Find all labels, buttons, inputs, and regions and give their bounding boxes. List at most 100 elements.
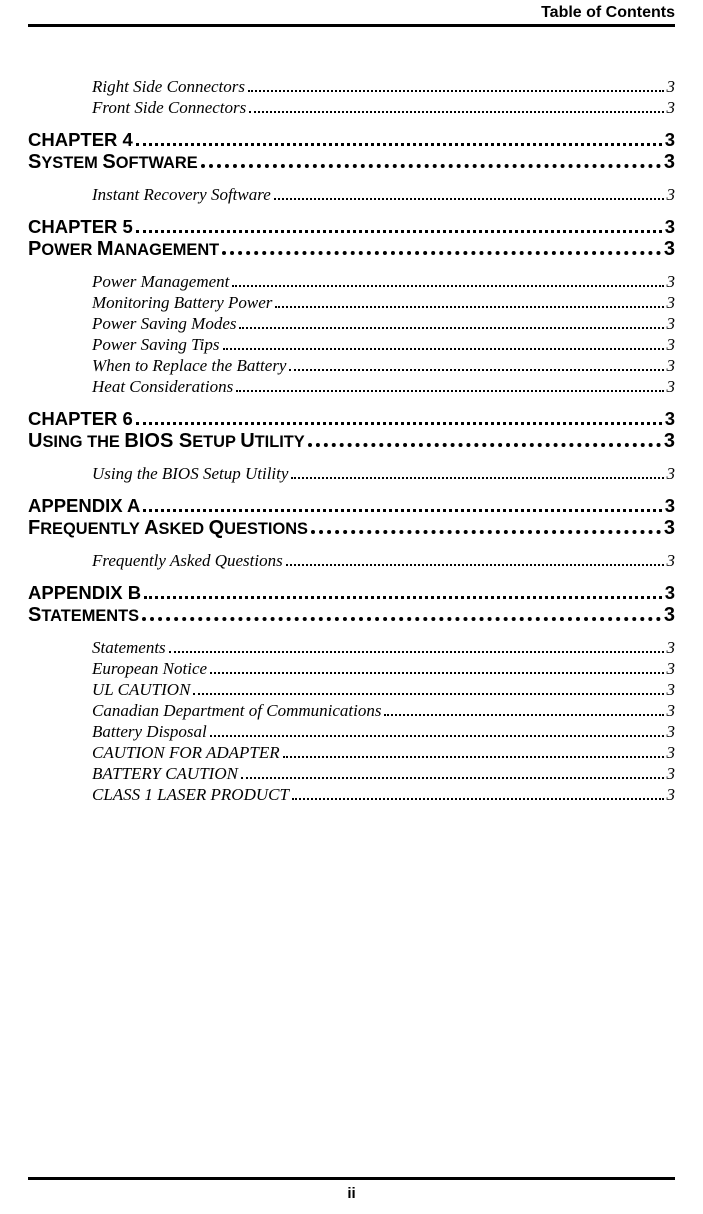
section-label: SYSTEM SOFTWARE	[28, 151, 198, 174]
toc-label: Right Side Connectors	[92, 77, 245, 97]
toc-page: 3	[667, 701, 676, 721]
dot-leader	[136, 143, 662, 146]
dot-leader	[292, 798, 664, 800]
section-page: 3	[664, 151, 675, 174]
toc-sub-entry: Statements3	[92, 638, 675, 658]
dot-leader	[384, 714, 663, 716]
toc-sub-entry: When to Replace the Battery3	[92, 356, 675, 376]
dot-leader	[283, 756, 664, 758]
chapter-heading: CHAPTER 6 3	[28, 408, 675, 430]
dot-leader	[311, 530, 661, 534]
toc-sub-entry: Power Management 3	[92, 272, 675, 292]
chapter-label: APPENDIX B	[28, 582, 141, 604]
toc-label: Monitoring Battery Power	[92, 293, 272, 313]
dot-leader	[136, 230, 662, 233]
section-page: 3	[664, 604, 675, 627]
toc-page: 3	[667, 293, 676, 313]
dot-leader	[232, 285, 663, 287]
dot-leader	[241, 777, 664, 779]
toc-sub-entry: Power Saving Tips3	[92, 335, 675, 355]
dot-leader	[169, 651, 664, 653]
toc-label: Instant Recovery Software	[92, 185, 271, 205]
dot-leader	[142, 617, 661, 621]
toc-page: 3	[667, 98, 676, 118]
toc-page: 3	[667, 185, 676, 205]
chapter-page: 3	[665, 408, 675, 430]
section-label: STATEMENTS	[28, 604, 139, 627]
section-heading: USING THE BIOS SETUP UTILITY 3	[28, 430, 675, 453]
toc-label: UL CAUTION	[92, 680, 190, 700]
toc-page: 3	[667, 659, 676, 679]
toc-label: Front Side Connectors	[92, 98, 246, 118]
section-page: 3	[664, 430, 675, 453]
toc-sub-entry: Battery Disposal3	[92, 722, 675, 742]
dot-leader	[210, 735, 664, 737]
section-page: 3	[664, 238, 675, 261]
section-page: 3	[664, 517, 675, 540]
section-label: FREQUENTLY ASKED QUESTIONS	[28, 517, 308, 540]
chapter-heading: CHAPTER 4 3	[28, 129, 675, 151]
toc-label: CAUTION FOR ADAPTER	[92, 743, 280, 763]
toc-sub-entry: Monitoring Battery Power 3	[92, 293, 675, 313]
toc-sub-entry: UL CAUTION 3	[92, 680, 675, 700]
dot-leader	[289, 369, 663, 371]
toc-page: 3	[667, 680, 676, 700]
chapter-label: APPENDIX A	[28, 495, 140, 517]
toc-sub-entry: BATTERY CAUTION 3	[92, 764, 675, 784]
toc-page: 3	[667, 377, 676, 397]
chapter-heading: APPENDIX A3	[28, 495, 675, 517]
toc-page: 3	[667, 464, 676, 484]
toc-sub-entry: European Notice 3	[92, 659, 675, 679]
chapter-heading: CHAPTER 53	[28, 216, 675, 238]
chapter-page: 3	[665, 216, 675, 238]
dot-leader	[286, 564, 664, 566]
dot-leader	[222, 251, 661, 255]
chapter-label: CHAPTER 6	[28, 408, 133, 430]
dot-leader	[291, 477, 663, 479]
toc-sub-entry: Frequently Asked Questions 3	[92, 551, 675, 571]
toc-sub-entry: Instant Recovery Software 3	[92, 185, 675, 205]
toc-sub-entry: Right Side Connectors 3	[92, 77, 675, 97]
toc-sub-entry: Canadian Department of Communications3	[92, 701, 675, 721]
dot-leader	[193, 693, 663, 695]
toc-sub-entry: Using the BIOS Setup Utility 3	[92, 464, 675, 484]
page-number: ii	[0, 1185, 703, 1202]
header: Table of Contents	[28, 0, 675, 30]
section-heading: STATEMENTS 3	[28, 604, 675, 627]
chapter-page: 3	[665, 129, 675, 151]
toc-content: Right Side Connectors 3 Front Side Connec…	[28, 30, 675, 846]
toc-page: 3	[667, 314, 676, 334]
toc-label: European Notice	[92, 659, 207, 679]
dot-leader	[239, 327, 663, 329]
section-heading: POWER MANAGEMENT 3	[28, 238, 675, 261]
dot-leader	[275, 306, 663, 308]
toc-page: 3	[667, 743, 676, 763]
section-heading: FREQUENTLY ASKED QUESTIONS 3	[28, 517, 675, 540]
toc-label: Frequently Asked Questions	[92, 551, 283, 571]
dot-leader	[136, 422, 662, 425]
dot-leader	[144, 596, 662, 599]
toc-page: 3	[667, 722, 676, 742]
dot-leader	[274, 198, 664, 200]
dot-leader	[201, 164, 661, 168]
toc-label: Power Management	[92, 272, 229, 292]
dot-leader	[143, 509, 661, 512]
header-title: Table of Contents	[541, 4, 675, 22]
toc-page: 3	[667, 356, 676, 376]
toc-label: Using the BIOS Setup Utility	[92, 464, 288, 484]
toc-page: 3	[667, 551, 676, 571]
dot-leader	[210, 672, 663, 674]
toc-page: 3	[667, 272, 676, 292]
toc-page: 3	[667, 785, 676, 805]
toc-page: 3	[667, 638, 676, 658]
toc-sub-entry: Power Saving Modes3	[92, 314, 675, 334]
section-label: POWER MANAGEMENT	[28, 238, 219, 261]
toc-page: 3	[667, 764, 676, 784]
section-label: USING THE BIOS SETUP UTILITY	[28, 430, 305, 453]
dot-leader	[223, 348, 664, 350]
toc-label: BATTERY CAUTION	[92, 764, 238, 784]
chapter-label: CHAPTER 4	[28, 129, 133, 151]
toc-label: Power Saving Tips	[92, 335, 220, 355]
toc-page: 3	[667, 77, 676, 97]
dot-leader	[249, 111, 663, 113]
